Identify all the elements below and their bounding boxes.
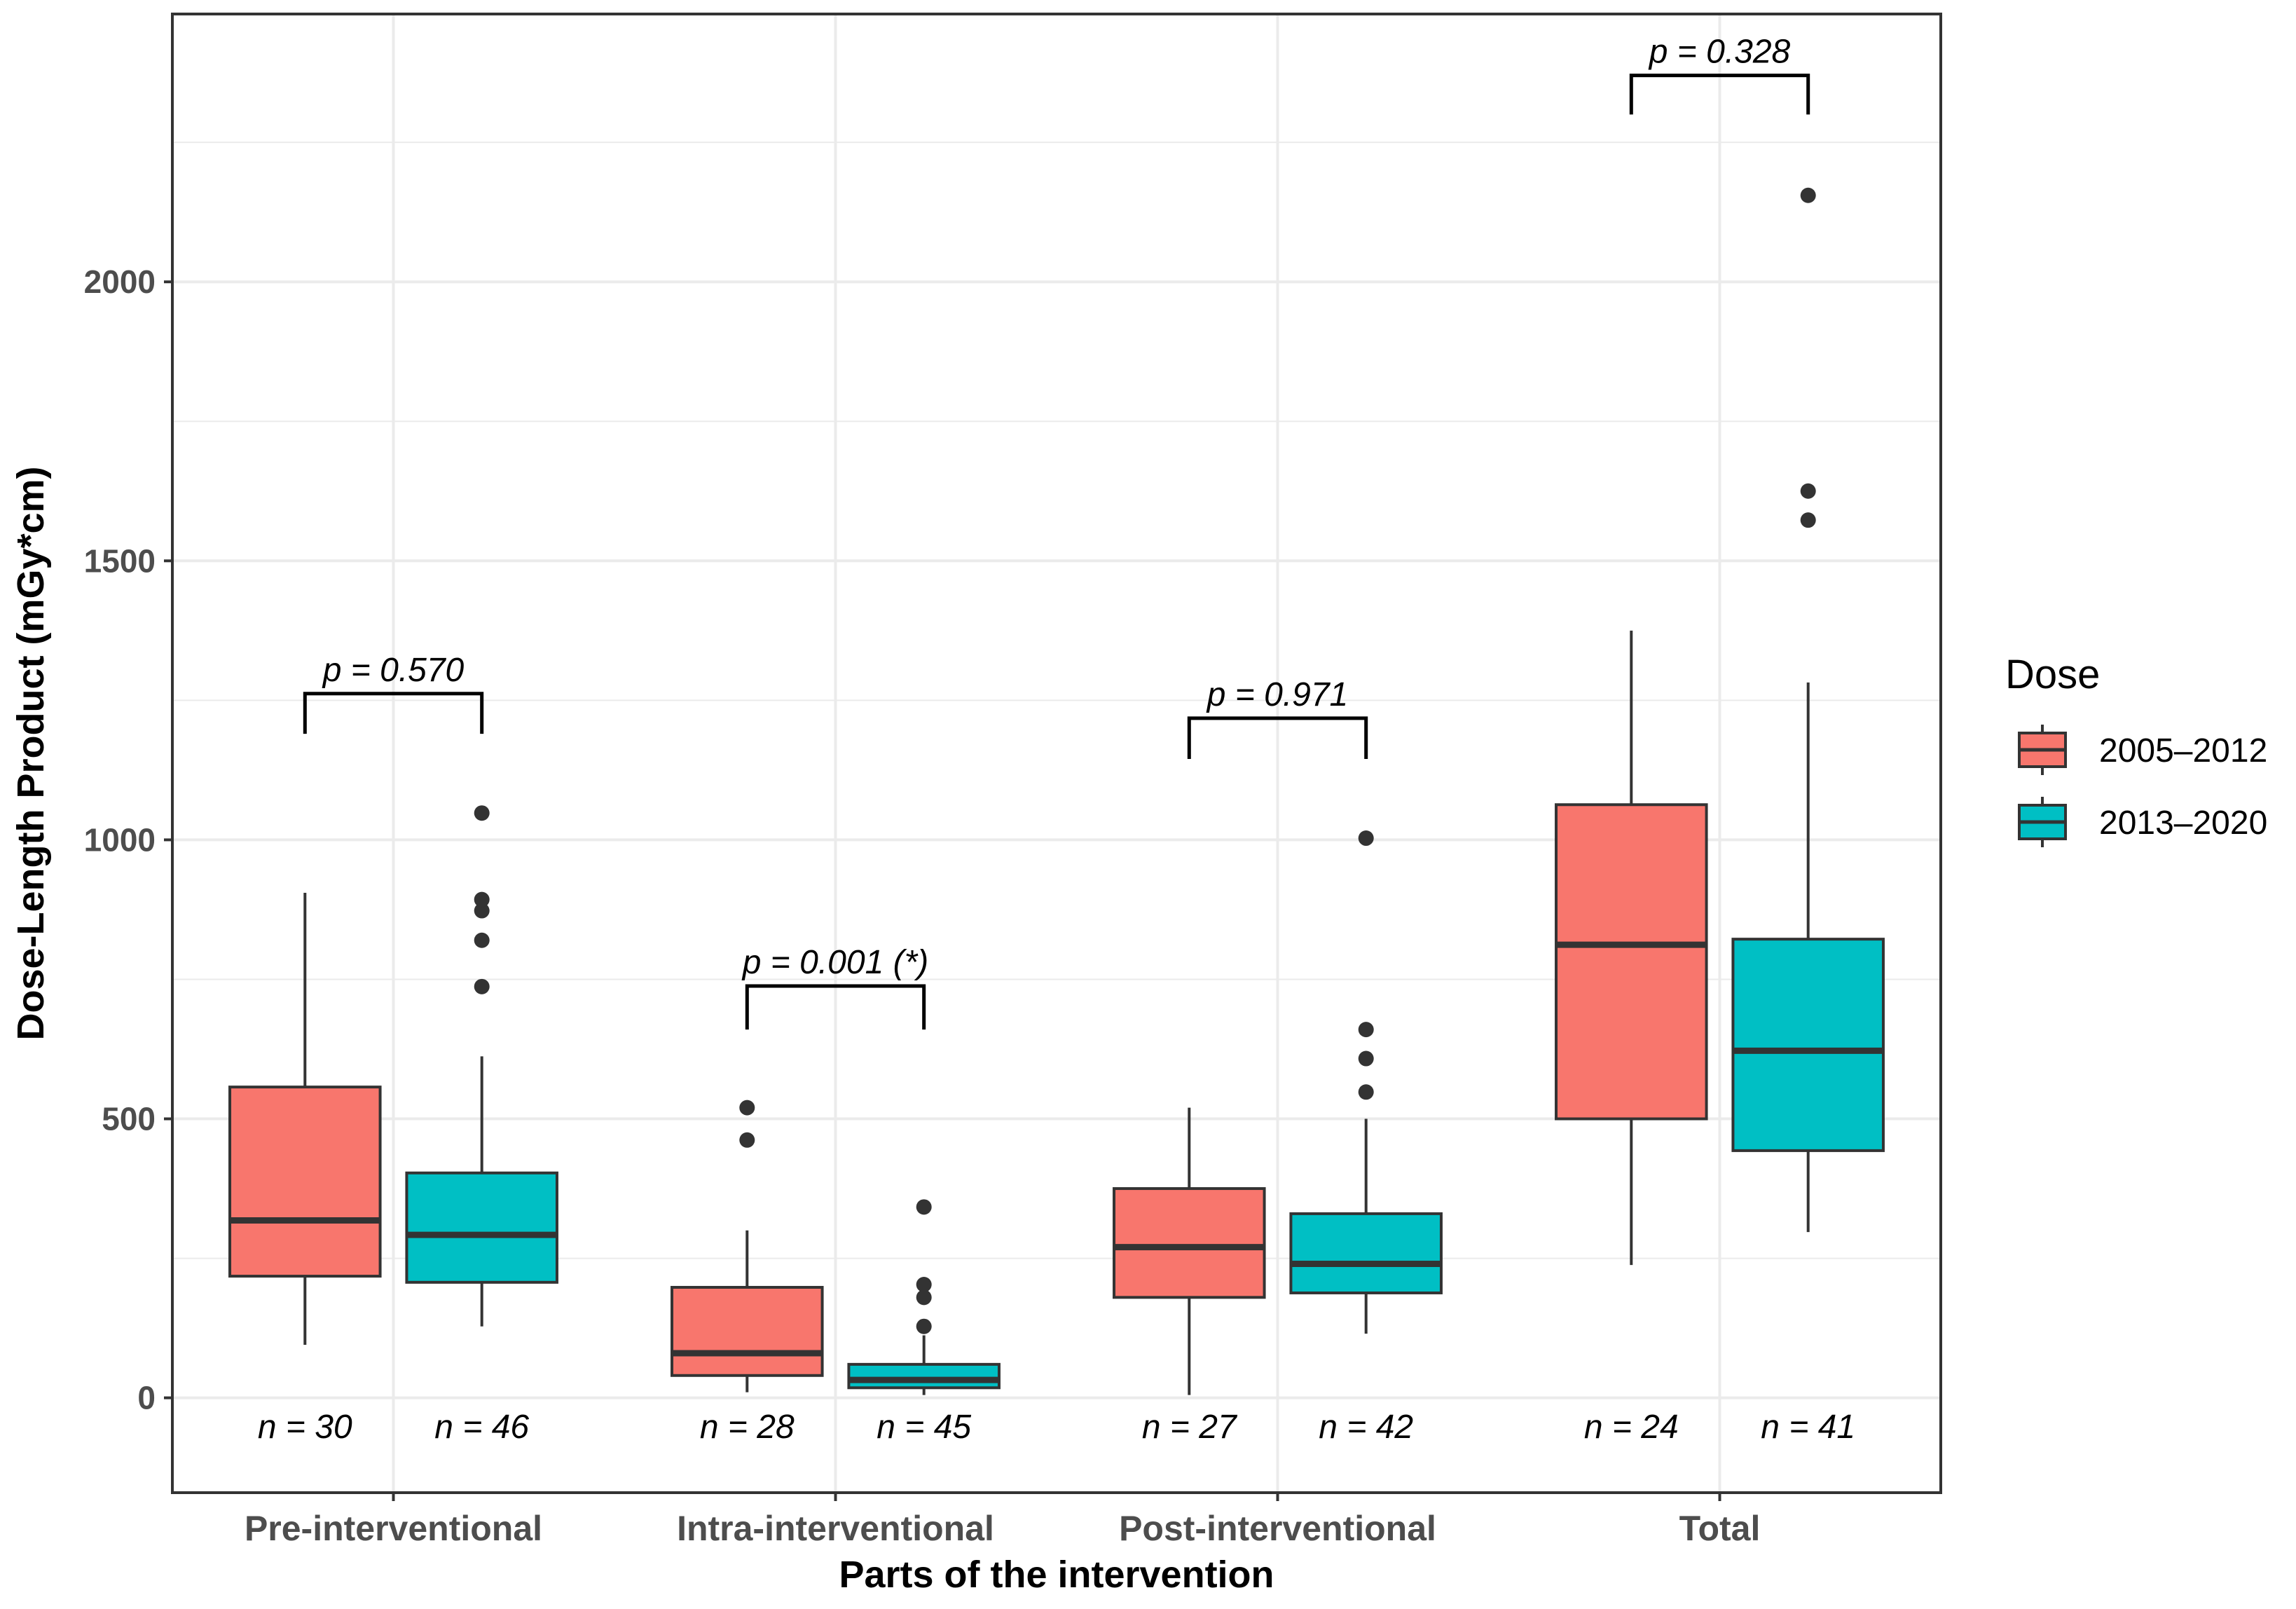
boxplot (228, 893, 382, 1345)
significance-bracket (745, 984, 926, 1030)
box-iqr (1289, 1212, 1443, 1294)
p-value-annotation: p = 0.570 (303, 652, 484, 734)
legend-label: 2005–2012 (2099, 732, 2267, 769)
legend-item: 2013–2020 (2018, 797, 2267, 847)
outlier-point (474, 978, 490, 994)
outlier-point (474, 903, 490, 919)
n-label: n = 30 (258, 1409, 352, 1446)
box-iqr (847, 1362, 1001, 1390)
boxplots (228, 187, 1885, 1395)
p-value-label: p = 0.328 (1648, 34, 1791, 71)
x-axis-title: Parts of the intervention (839, 1554, 1274, 1596)
box-iqr (1731, 938, 1885, 1152)
n-label: n = 42 (1319, 1409, 1413, 1446)
y-tick-label: 1000 (84, 821, 156, 858)
outlier-point (1358, 1084, 1374, 1100)
boxplot (671, 1100, 824, 1392)
p-value-annotation: p = 0.001 (*) (741, 944, 929, 1030)
x-axis: Pre-interventional Intra-interventional Po… (245, 1493, 1760, 1548)
n-label: n = 45 (877, 1409, 971, 1446)
box-iqr (671, 1285, 824, 1377)
significance-bracket (1187, 716, 1368, 759)
n-label: n = 28 (700, 1409, 795, 1446)
significance-bracket (303, 692, 484, 734)
boxplot (405, 805, 558, 1327)
outlier-point (916, 1199, 932, 1215)
outlier-point (916, 1277, 932, 1293)
n-labels: n = 30 n = 28 n = 27 n = 24 n = 46 n = 45 n = … (258, 1409, 1855, 1446)
boxplot (1555, 630, 1708, 1266)
p-value-label: p = 0.971 (1206, 676, 1349, 713)
p-value-annotations: p = 0.570 p = 0.001 (*) p = 0.971 p = 0.328 (303, 34, 1810, 1030)
outlier-point (916, 1318, 932, 1334)
x-tick-label: Total (1679, 1509, 1761, 1548)
outlier-point (474, 805, 490, 821)
n-label: n = 41 (1761, 1409, 1855, 1446)
outlier-point (1800, 187, 1816, 203)
y-tick-label: 0 (137, 1380, 156, 1416)
p-value-label: p = 0.570 (322, 652, 465, 689)
boxplot (1731, 187, 1885, 1233)
y-tick-label: 500 (102, 1101, 156, 1137)
outlier-point (1358, 1022, 1374, 1038)
outlier-point (1800, 512, 1816, 528)
outlier-point (1358, 1050, 1374, 1067)
box-iqr (1555, 803, 1708, 1121)
legend-title: Dose (2005, 652, 2100, 697)
outlier-point (1358, 830, 1374, 847)
x-tick-label: Pre-interventional (245, 1509, 542, 1548)
outlier-point (739, 1132, 755, 1148)
boxplot (1289, 830, 1443, 1334)
y-tick-label: 1500 (84, 542, 156, 579)
outlier-point (474, 932, 490, 948)
box-iqr (228, 1086, 382, 1278)
legend-items: 2005–2012 2013–2020 (2018, 725, 2267, 847)
y-axis-title: Dose-Length Product (mGy*cm) (10, 466, 52, 1040)
boxplot (1113, 1107, 1266, 1395)
y-tick-label: 2000 (84, 263, 156, 300)
legend-label: 2013–2020 (2099, 804, 2267, 842)
outlier-point (474, 891, 490, 908)
outlier-point (739, 1100, 755, 1116)
p-value-annotation: p = 0.328 (1629, 34, 1810, 115)
n-label: n = 27 (1142, 1409, 1238, 1446)
box-iqr (1113, 1187, 1266, 1299)
box-iqr (405, 1171, 558, 1284)
p-value-label: p = 0.001 (*) (741, 944, 929, 981)
x-tick-label: Post-interventional (1119, 1509, 1436, 1548)
n-label: n = 24 (1584, 1409, 1679, 1446)
legend-item: 2005–2012 (2018, 725, 2267, 775)
legend: Dose 2005–2012 2013–2020 (2005, 652, 2267, 847)
significance-bracket (1629, 74, 1810, 115)
p-value-annotation: p = 0.971 (1187, 676, 1368, 759)
outlier-point (1800, 483, 1816, 499)
grid (172, 14, 1941, 1493)
x-tick-label: Intra-interventional (677, 1509, 994, 1548)
outlier-point (916, 1289, 932, 1306)
plot-panel-border (171, 13, 1942, 1494)
boxplot (847, 1199, 1001, 1395)
y-axis: 0 500 1000 1500 2000 (84, 263, 172, 1416)
n-label: n = 46 (434, 1409, 529, 1446)
